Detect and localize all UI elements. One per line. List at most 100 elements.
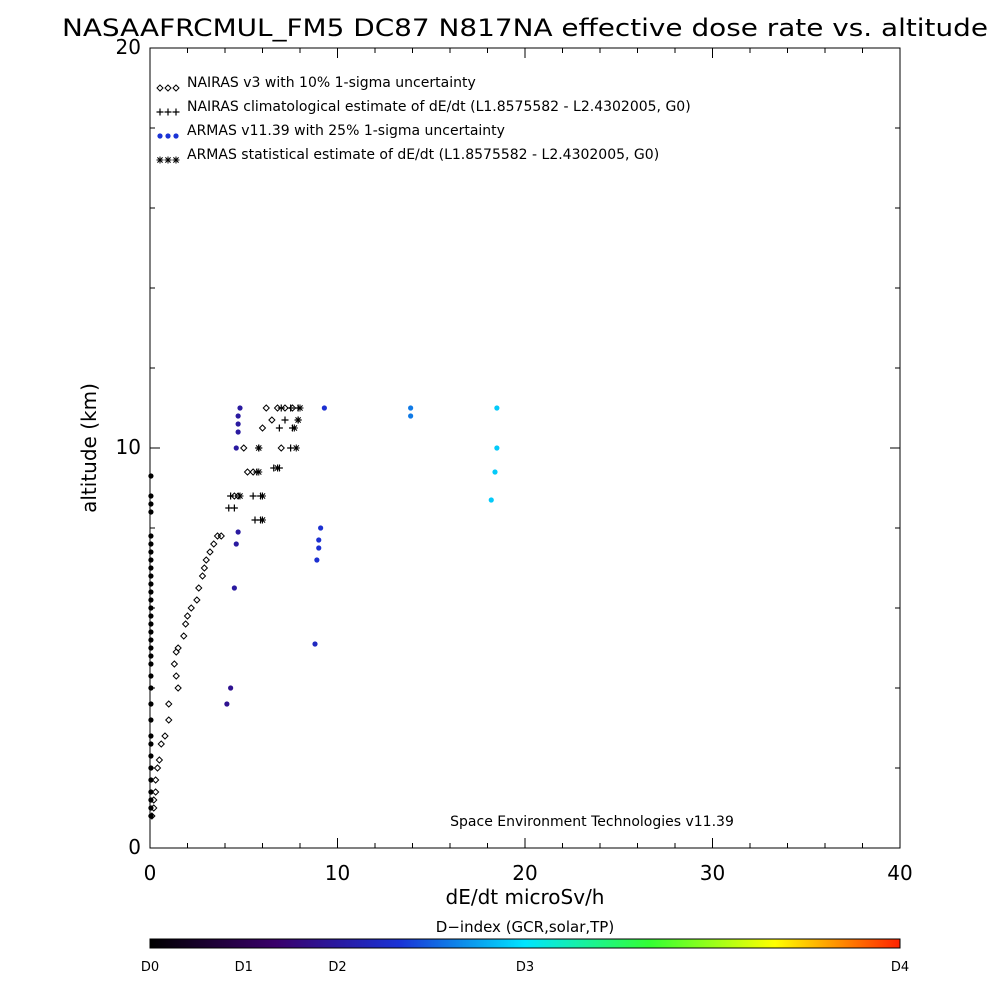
data-point-dot: [148, 741, 154, 747]
axis-tick-labels: 0 10 20 30 40 0 10 20: [116, 35, 913, 885]
x-axis-label: dE/dt microSv/h: [446, 885, 605, 909]
data-point-dot: [314, 557, 320, 563]
data-point-dot: [148, 797, 154, 803]
chart-title: NASAAFRCMUL_FM5 DC87 N817NA effective do…: [62, 14, 988, 42]
data-point-dot: [148, 685, 154, 691]
data-point-diamond: [262, 404, 270, 412]
data-point-diamond: [170, 660, 179, 668]
legend-entry: NAIRAS climatological estimate of dE/dt …: [187, 99, 691, 115]
x-tick-label: 20: [512, 861, 537, 885]
data-point-dot: [148, 717, 154, 723]
data-point-dot: [148, 621, 154, 627]
data-point-dot: [235, 421, 241, 427]
data-point-dot: [148, 541, 154, 547]
colorbar-tick-label: D0: [141, 960, 159, 975]
legend-symbol-plus: [156, 108, 164, 116]
data-point-dot: [492, 469, 498, 475]
data-point-diamond: [172, 672, 180, 680]
data-point-diamond: [155, 756, 164, 764]
legend-symbol-asterisk: [172, 156, 180, 164]
data-point-diamond: [165, 716, 173, 724]
data-point-dot: [148, 765, 154, 771]
data-point-asterisk: [259, 516, 266, 524]
data-point-dot: [148, 613, 154, 619]
data-point-asterisk: [296, 404, 304, 412]
data-point-dot: [148, 565, 154, 571]
data-point-diamond: [181, 620, 190, 628]
data-point-dot: [233, 445, 239, 451]
data-points: [148, 404, 500, 820]
data-point-dot: [148, 777, 154, 783]
data-point-diamond: [243, 468, 252, 476]
data-point-dot: [148, 533, 154, 539]
data-point-diamond: [277, 444, 285, 452]
plot-frame: [149, 47, 901, 849]
data-point-diamond: [240, 444, 248, 452]
data-point-diamond: [174, 684, 182, 692]
colorbar-tick-label: D3: [516, 960, 534, 975]
colorbar-tick-label: D4: [891, 960, 909, 975]
data-point-dot: [235, 429, 241, 435]
legend-symbol-diamond: [156, 84, 164, 92]
data-point-diamond: [151, 788, 160, 796]
legend-symbol-dot: [157, 133, 163, 139]
data-point-dot: [228, 685, 234, 691]
data-point-dot: [148, 589, 154, 595]
data-point-diamond: [281, 404, 289, 412]
data-point-diamond: [187, 604, 195, 612]
data-point-plus: [281, 416, 289, 424]
data-point-dot: [148, 653, 154, 659]
legend-symbol-dot: [173, 133, 179, 139]
data-point-dot: [235, 413, 241, 419]
x-tick-label: 30: [700, 861, 725, 885]
axis-ticks: [149, 47, 901, 849]
data-point-dot: [148, 661, 154, 667]
data-point-dot: [316, 537, 322, 543]
data-point-plus: [275, 424, 283, 432]
data-point-asterisk: [294, 416, 302, 424]
data-point-dot: [148, 597, 154, 603]
data-point-dot: [148, 673, 154, 679]
data-point-dot: [237, 405, 243, 411]
data-point-diamond: [153, 764, 162, 772]
data-point-dot: [488, 497, 494, 503]
data-point-dot: [316, 545, 322, 551]
data-point-diamond: [206, 548, 214, 556]
data-point-diamond: [161, 732, 169, 740]
data-point-dot: [148, 493, 154, 499]
y-tick-label: 10: [116, 435, 141, 459]
data-point-asterisk: [255, 468, 263, 476]
data-point-diamond: [200, 564, 209, 572]
data-point-diamond: [174, 644, 182, 652]
data-point-dot: [231, 585, 237, 591]
data-point-diamond: [172, 648, 180, 656]
colorbar-label: D−index (GCR,solar,TP): [436, 918, 614, 936]
data-point-asterisk: [236, 492, 244, 500]
data-point-dot: [408, 413, 414, 419]
data-point-diamond: [213, 532, 222, 540]
data-point-diamond: [195, 584, 203, 592]
data-point-diamond: [202, 556, 210, 564]
legend-entry: ARMAS v11.39 with 25% 1-sigma uncertaint…: [187, 123, 505, 139]
data-point-dot: [148, 501, 154, 507]
legend-symbol-plus: [172, 108, 180, 116]
data-point-dot: [148, 753, 154, 759]
data-point-dot: [148, 581, 154, 587]
data-point-dot: [148, 605, 154, 611]
colorbar: [149, 938, 901, 949]
data-point-dot: [321, 405, 327, 411]
data-point-dot: [494, 445, 500, 451]
y-tick-label: 20: [116, 35, 141, 59]
data-point-dot: [148, 813, 154, 819]
data-point-diamond: [180, 632, 188, 640]
data-point-dot: [148, 645, 154, 651]
data-point-plus: [287, 404, 295, 412]
data-point-diamond: [273, 404, 282, 412]
x-tick-label: 40: [887, 861, 912, 885]
data-point-dot: [148, 573, 154, 579]
data-point-dot: [148, 473, 154, 479]
data-point-plus: [230, 504, 238, 512]
data-point-diamond: [183, 612, 192, 620]
data-point-diamond: [210, 540, 218, 548]
legend-symbol-plus: [164, 108, 172, 116]
